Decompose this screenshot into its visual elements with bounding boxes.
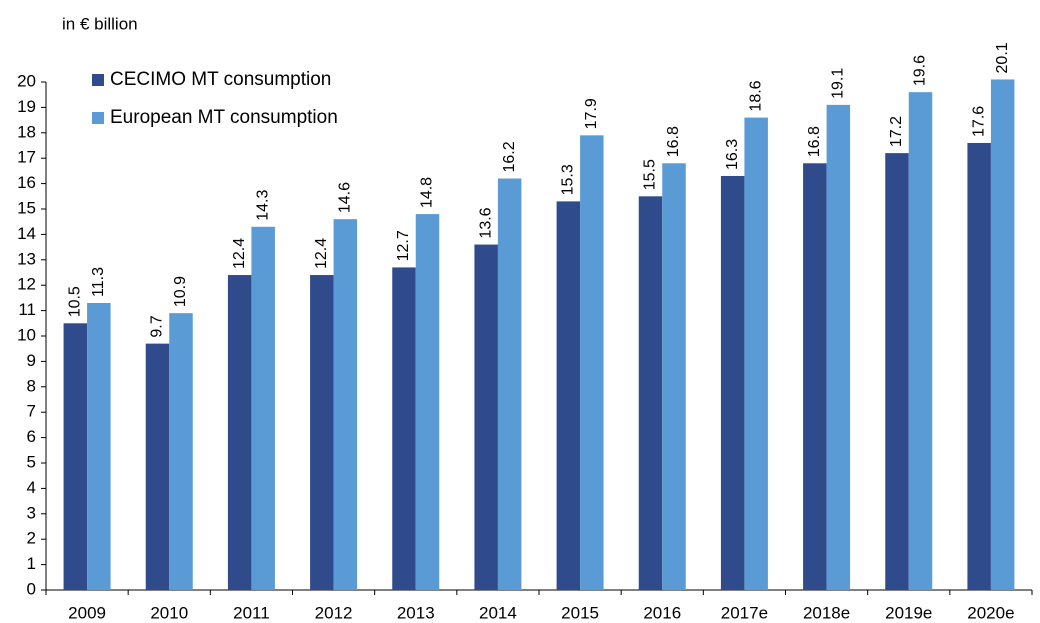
bar — [145, 343, 170, 590]
value-label: 17.6 — [970, 106, 987, 137]
y-axis-label: in € billion — [62, 14, 138, 33]
y-tick-label: 20 — [17, 71, 36, 90]
bar — [826, 104, 851, 591]
bar — [169, 313, 193, 590]
y-tick-label: 19 — [17, 97, 36, 116]
bar — [415, 214, 440, 590]
x-tick-label: 2020e — [967, 603, 1014, 622]
y-tick-label: 6 — [27, 427, 36, 446]
y-tick-label: 16 — [17, 173, 36, 192]
bar — [497, 178, 522, 590]
value-label: 11.3 — [90, 267, 107, 297]
bar — [474, 244, 498, 590]
x-tick-label: 2016 — [643, 603, 681, 622]
bar — [967, 142, 991, 590]
y-tick-label: 0 — [27, 579, 36, 598]
x-tick-label: 2015 — [561, 603, 599, 622]
value-label: 9.7 — [149, 315, 166, 337]
y-tick-label: 1 — [27, 554, 36, 573]
value-label: 16.3 — [724, 139, 741, 170]
bar — [885, 153, 909, 590]
y-tick-label: 3 — [27, 503, 36, 522]
x-tick-label: 2018e — [803, 603, 850, 622]
bar — [662, 163, 686, 590]
bar — [803, 163, 827, 590]
value-label: 12.4 — [313, 238, 330, 269]
y-tick-label: 13 — [17, 249, 36, 268]
x-tick-label: 2017e — [721, 603, 768, 622]
bar — [392, 267, 416, 590]
y-tick-label: 10 — [17, 325, 36, 344]
value-label: 16.8 — [806, 126, 823, 157]
y-tick-label: 9 — [27, 351, 36, 370]
bar — [87, 302, 111, 590]
y-tick-label: 5 — [27, 452, 36, 471]
value-label: 14.8 — [419, 177, 436, 208]
value-label: 16.2 — [501, 141, 518, 172]
bar — [333, 219, 358, 590]
bar — [720, 175, 745, 591]
legend-swatch — [92, 112, 104, 124]
value-label: 16.8 — [665, 126, 682, 157]
value-label: 19.1 — [830, 68, 847, 99]
value-label: 18.6 — [747, 80, 764, 111]
value-label: 12.4 — [231, 238, 248, 269]
bar — [990, 79, 1015, 591]
value-label: 17.9 — [583, 98, 600, 129]
y-tick-label: 8 — [27, 376, 36, 395]
bar — [908, 92, 933, 590]
y-tick-label: 15 — [17, 198, 36, 217]
value-label: 14.6 — [337, 182, 354, 213]
legend-swatch — [92, 74, 104, 86]
y-tick-label: 11 — [18, 300, 36, 319]
y-tick-label: 17 — [17, 148, 36, 167]
value-label: 12.7 — [395, 230, 412, 261]
value-label: 17.2 — [888, 116, 905, 147]
x-tick-label: 2011 — [233, 603, 270, 622]
bar — [744, 117, 768, 590]
value-label: 15.5 — [642, 159, 659, 190]
bar — [251, 226, 275, 590]
bar — [63, 323, 88, 590]
value-label: 15.3 — [560, 164, 577, 195]
x-tick-label: 2019e — [885, 603, 932, 622]
value-label: 20.1 — [994, 42, 1011, 73]
bar — [580, 135, 604, 590]
value-label: 10.9 — [172, 276, 189, 307]
legend-label: European MT consumption — [110, 107, 338, 128]
y-tick-label: 18 — [17, 122, 36, 141]
x-tick-label: 2013 — [397, 603, 435, 622]
value-label: 19.6 — [912, 55, 929, 86]
bar — [310, 275, 334, 590]
legend-label: CECIMO MT consumption — [110, 69, 331, 90]
value-label: 10.5 — [67, 286, 84, 317]
y-tick-label: 12 — [17, 275, 36, 294]
y-tick-label: 7 — [27, 402, 36, 421]
x-tick-label: 2010 — [150, 603, 188, 622]
value-label: 13.6 — [477, 207, 494, 238]
x-tick-label: 2012 — [315, 603, 353, 622]
bar — [556, 201, 581, 590]
value-label: 14.3 — [254, 190, 271, 221]
x-tick-label: 2014 — [479, 603, 517, 622]
y-tick-label: 4 — [27, 478, 36, 497]
y-tick-label: 14 — [17, 224, 36, 243]
y-tick-label: 2 — [27, 529, 36, 548]
bar — [227, 275, 252, 590]
x-tick-label: 2009 — [68, 603, 106, 622]
bar — [638, 196, 663, 591]
